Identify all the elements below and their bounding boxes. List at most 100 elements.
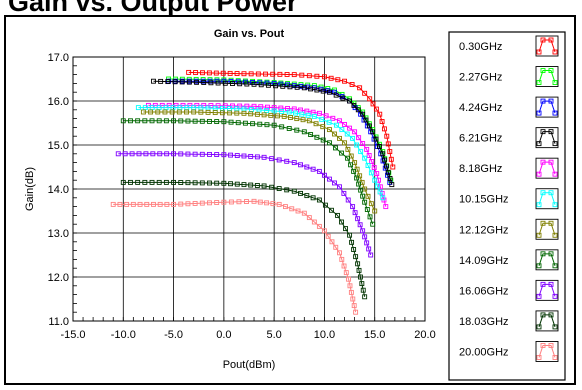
data-point [172, 79, 178, 85]
data-point [337, 250, 342, 256]
legend-marker [536, 293, 542, 299]
data-point [368, 201, 374, 207]
legend-marker [540, 129, 546, 135]
data-point [299, 72, 305, 78]
data-point [294, 127, 300, 133]
data-point [314, 73, 320, 79]
data-point [157, 151, 163, 157]
data-point [382, 157, 388, 163]
data-point [305, 112, 311, 118]
data-point [337, 135, 342, 141]
data-point [327, 176, 332, 182]
data-point [327, 89, 332, 95]
data-point [178, 118, 184, 124]
data-point [214, 200, 220, 205]
data-point [373, 106, 379, 112]
data-point [385, 141, 391, 147]
data-point [380, 151, 386, 157]
data-point [287, 84, 293, 90]
data-point [291, 160, 297, 166]
data-point [156, 118, 162, 124]
data-point [360, 228, 366, 234]
x-tick-label: -15.0 [60, 329, 85, 341]
legend-swatch [535, 157, 559, 179]
data-point [264, 200, 270, 206]
data-point [291, 188, 297, 194]
data-point [348, 289, 354, 295]
data-point [362, 155, 368, 161]
y-tick-label: 14.0 [48, 184, 69, 196]
legend-marker [552, 202, 558, 208]
data-point [271, 108, 277, 114]
data-point [185, 201, 191, 207]
data-point [171, 201, 177, 207]
data-point [360, 287, 366, 293]
data-point [314, 87, 320, 93]
legend-marker [548, 159, 554, 165]
data-point [248, 182, 254, 188]
data-point [220, 70, 226, 76]
data-point [191, 109, 197, 115]
data-point [142, 118, 148, 124]
data-point [369, 159, 375, 164]
legend-swatch [535, 218, 559, 240]
legend-swatch [535, 249, 559, 271]
data-point [377, 111, 383, 117]
data-point [350, 135, 356, 141]
data-point [142, 179, 148, 185]
data-point [185, 118, 191, 124]
data-point [367, 96, 373, 102]
legend-marker [552, 355, 558, 360]
data-point [110, 201, 116, 207]
series-0.30GHz [186, 69, 396, 170]
data-point [286, 126, 292, 131]
legend-marker [548, 98, 554, 104]
data-point [354, 142, 360, 148]
data-point [320, 137, 326, 143]
data-point [356, 135, 362, 141]
data-point [128, 118, 133, 124]
data-point [358, 149, 364, 155]
data-point [306, 118, 312, 124]
data-point [208, 80, 214, 86]
data-point [304, 193, 310, 199]
data-point [227, 70, 233, 76]
data-point [275, 113, 280, 119]
data-point [184, 109, 189, 115]
data-point [263, 71, 268, 77]
data-point [366, 246, 372, 252]
series-line [143, 111, 376, 212]
data-point [353, 254, 359, 260]
data-point [227, 110, 233, 116]
data-point [169, 109, 175, 115]
data-point [270, 201, 276, 207]
data-point [355, 216, 361, 222]
data-point [212, 110, 218, 116]
legend-marker [536, 232, 542, 238]
data-point [339, 256, 345, 262]
legend-label: 10.15GHz [459, 194, 509, 206]
data-point [199, 118, 205, 124]
data-point [298, 190, 303, 196]
data-point [354, 175, 360, 181]
data-point [241, 110, 247, 116]
legend-marker [548, 251, 554, 257]
data-point [178, 180, 184, 185]
legend-label: 20.00GHz [459, 346, 509, 358]
data-point [363, 117, 369, 123]
legend-label: 4.24GHz [459, 102, 502, 114]
data-point [356, 267, 362, 273]
data-point [222, 80, 228, 86]
data-point [366, 152, 372, 158]
data-point [367, 214, 373, 220]
series-line [148, 104, 387, 207]
data-point [186, 79, 192, 85]
data-point [235, 120, 241, 126]
data-point [289, 206, 295, 212]
data-point [325, 233, 331, 239]
data-point [306, 73, 312, 79]
data-point [343, 270, 349, 276]
data-point [228, 119, 234, 125]
data-point [264, 122, 270, 128]
data-point [364, 240, 370, 246]
